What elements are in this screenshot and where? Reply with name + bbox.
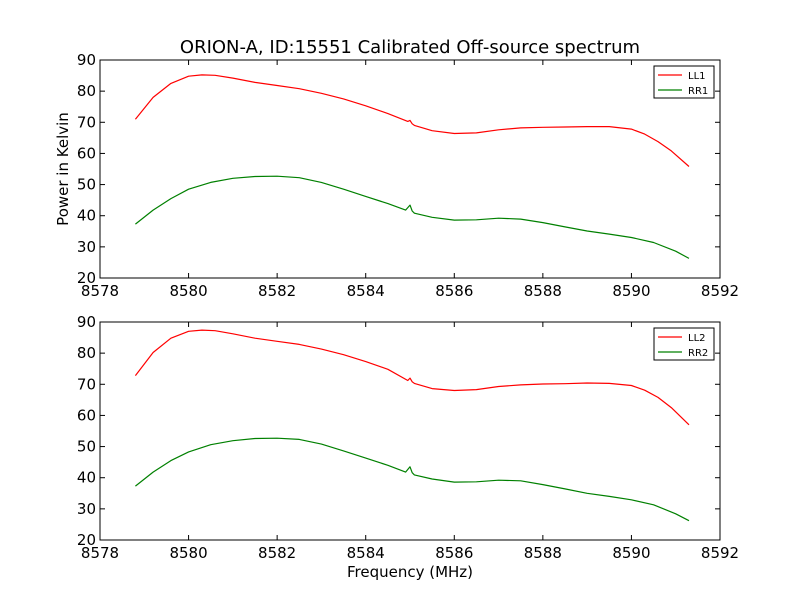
series-line-ll2 bbox=[134, 329, 690, 426]
plot-frame bbox=[99, 321, 721, 541]
series-line-ll1 bbox=[134, 74, 690, 167]
x-tick-label: 8592 bbox=[701, 282, 739, 300]
plot-frame bbox=[99, 59, 721, 279]
y-tick-label: 90 bbox=[77, 51, 96, 69]
legend-box bbox=[653, 65, 715, 99]
y-tick-label: 60 bbox=[77, 144, 96, 162]
legend-label-ll1: LL1 bbox=[688, 71, 706, 82]
x-tick-label: 8580 bbox=[169, 544, 207, 562]
y-tick-label: 80 bbox=[77, 344, 96, 362]
top-plot-panel: 8578 8580 8582 8584 8586 8588 8590 8592 20 30 40 50… bbox=[77, 51, 739, 300]
x-tick-label: 8590 bbox=[612, 282, 650, 300]
y-axis-label: Power in Kelvin bbox=[54, 112, 72, 226]
x-axis-label: Frequency (MHz) bbox=[347, 563, 473, 581]
x-tick-label: 8588 bbox=[524, 544, 562, 562]
legend-label-ll2: LL2 bbox=[688, 333, 706, 344]
y-tick-label: 70 bbox=[77, 113, 96, 131]
x-tick-label: 8582 bbox=[258, 544, 296, 562]
x-tick-label: 8584 bbox=[347, 544, 385, 562]
y-tick-label: 80 bbox=[77, 82, 96, 100]
y-tick-label: 20 bbox=[77, 531, 96, 549]
x-tick-label: 8586 bbox=[435, 544, 473, 562]
x-tick-label: 8588 bbox=[524, 282, 562, 300]
y-tick-label: 20 bbox=[77, 269, 96, 287]
y-tick-label: 30 bbox=[77, 238, 96, 256]
figure-title: ORION-A, ID:15551 Calibrated Off-source … bbox=[180, 37, 640, 58]
x-tick-label: 8578 bbox=[81, 544, 119, 562]
x-tick-label: 8582 bbox=[258, 282, 296, 300]
y-tick-label: 30 bbox=[77, 500, 96, 518]
y-tick-label: 40 bbox=[77, 469, 96, 487]
legend-label-rr1: RR1 bbox=[688, 86, 708, 97]
series-line-rr2 bbox=[135, 437, 690, 522]
y-tick-label: 60 bbox=[77, 406, 96, 424]
x-tick-label: 8590 bbox=[612, 544, 650, 562]
series-line-rr1 bbox=[135, 175, 690, 259]
y-tick-label: 50 bbox=[77, 438, 96, 456]
x-tick-label: 8584 bbox=[347, 282, 385, 300]
legend-label-rr2: RR2 bbox=[688, 348, 708, 359]
x-tick-label: 8586 bbox=[435, 282, 473, 300]
bottom-plot-panel: 8578 8580 8582 8584 8586 8588 8590 8592 20 30 40 50… bbox=[77, 313, 739, 562]
y-tick-label: 40 bbox=[77, 207, 96, 225]
y-tick-label: 90 bbox=[77, 313, 96, 331]
y-tick-label: 50 bbox=[77, 176, 96, 194]
legend-box bbox=[653, 327, 715, 361]
x-tick-label: 8592 bbox=[701, 544, 739, 562]
x-tick-label: 8578 bbox=[81, 282, 119, 300]
x-tick-label: 8580 bbox=[169, 282, 207, 300]
y-tick-label: 70 bbox=[77, 375, 96, 393]
